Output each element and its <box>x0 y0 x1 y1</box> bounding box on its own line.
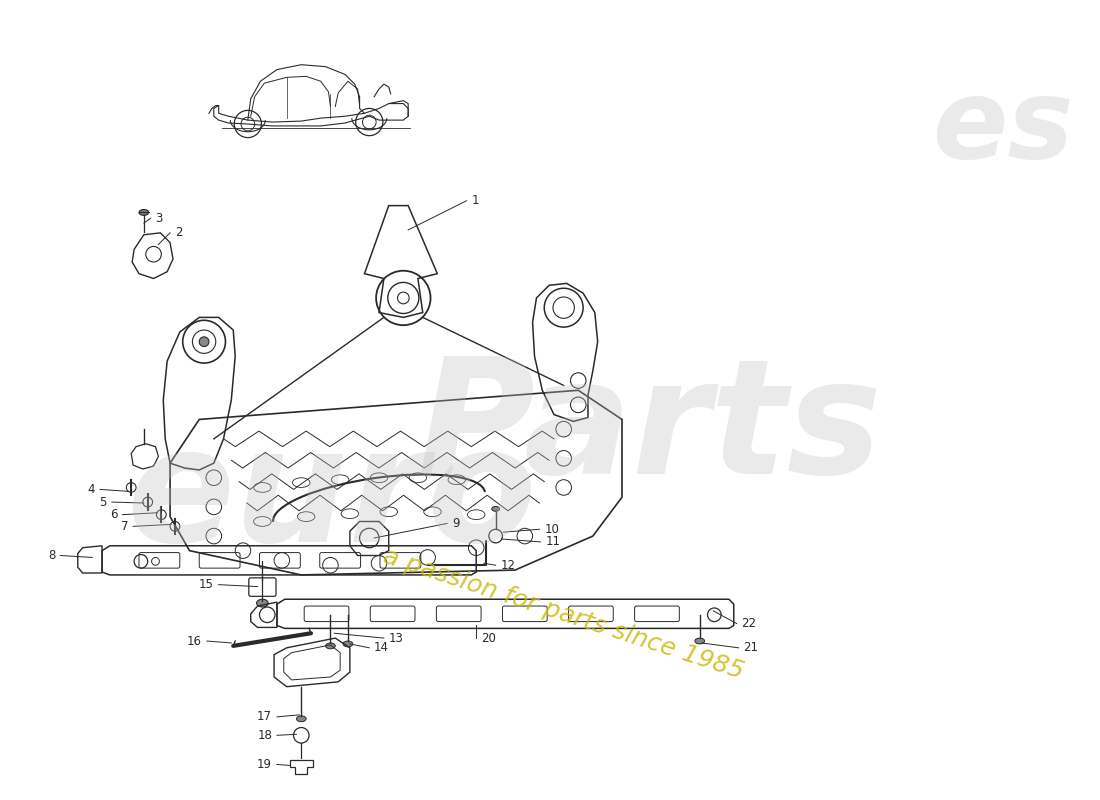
Text: 6: 6 <box>110 508 118 521</box>
Ellipse shape <box>695 638 705 644</box>
Text: 1: 1 <box>472 194 478 207</box>
Ellipse shape <box>296 716 306 722</box>
Text: 4: 4 <box>88 483 96 496</box>
Text: es: es <box>933 74 1075 182</box>
Text: 8: 8 <box>48 549 55 562</box>
Text: 13: 13 <box>388 632 404 645</box>
Circle shape <box>199 337 209 346</box>
Text: 11: 11 <box>546 535 560 548</box>
Ellipse shape <box>326 643 336 649</box>
Text: 2: 2 <box>175 226 183 239</box>
Ellipse shape <box>139 210 148 215</box>
Text: 21: 21 <box>744 642 759 654</box>
Text: 19: 19 <box>257 758 272 771</box>
Text: 14: 14 <box>374 642 389 654</box>
Text: Parts: Parts <box>418 352 883 506</box>
Ellipse shape <box>492 506 499 511</box>
Text: 10: 10 <box>544 522 559 536</box>
Text: 9: 9 <box>452 517 460 530</box>
Text: 16: 16 <box>187 634 202 647</box>
Text: 18: 18 <box>257 729 272 742</box>
Text: a passion for parts since 1985: a passion for parts since 1985 <box>381 544 747 683</box>
Text: 15: 15 <box>199 578 213 591</box>
Text: 22: 22 <box>741 617 757 630</box>
Ellipse shape <box>343 641 353 647</box>
Text: euro: euro <box>126 420 537 574</box>
Text: 20: 20 <box>481 632 496 645</box>
Text: 12: 12 <box>500 558 516 572</box>
Text: 17: 17 <box>257 710 272 723</box>
Text: 7: 7 <box>121 520 129 533</box>
Ellipse shape <box>256 599 268 607</box>
Text: 5: 5 <box>99 495 107 509</box>
Text: 3: 3 <box>155 212 163 225</box>
